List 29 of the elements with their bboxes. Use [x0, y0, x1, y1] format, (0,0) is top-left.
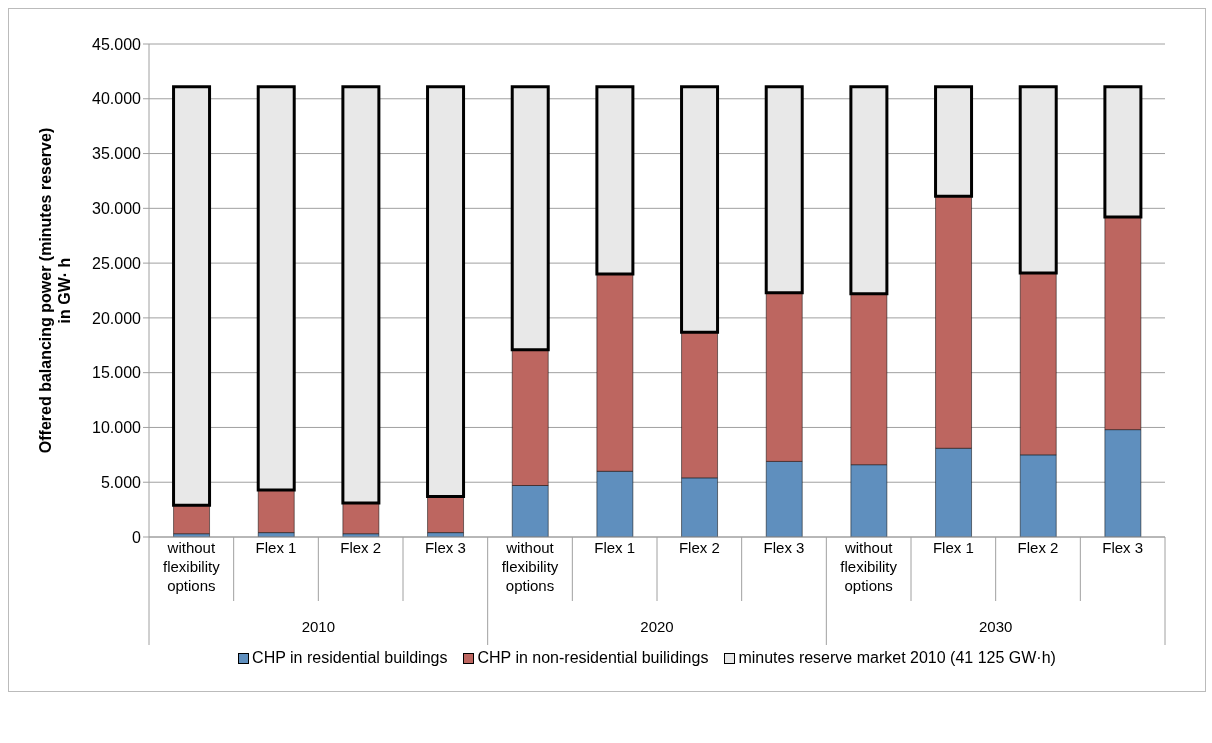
- x-tick-label: Flex 3: [424, 539, 466, 556]
- y-tick-label: 0: [132, 528, 142, 546]
- y-tick-label: 30.000: [92, 200, 142, 218]
- text: 2010: [301, 618, 336, 635]
- x-tick-label: Flex 1: [932, 539, 974, 556]
- x-tick-label: Flex 3: [763, 539, 805, 556]
- x-tick-label: Flex 1: [594, 539, 636, 556]
- x-tick-label: Flex 3: [1102, 539, 1144, 556]
- legend-label: CHP in non-residential builidings: [477, 649, 709, 667]
- x-tick-label: without flexibility options: [162, 539, 221, 594]
- y-tick-label: 35.000: [92, 145, 142, 163]
- x-tick-label: Flex 2: [340, 539, 382, 556]
- y-tick-label: 5.000: [100, 473, 142, 491]
- y-tick-label: 45.000: [92, 35, 142, 53]
- x-tick-label: Flex 2: [678, 539, 720, 556]
- y-tick-label: 40.000: [92, 90, 142, 108]
- x-tick-label: without flexibility options: [840, 539, 898, 594]
- y-tick-label: 10.000: [92, 419, 142, 437]
- y-tick-label: 15.000: [92, 364, 142, 382]
- text: 2020: [640, 618, 674, 635]
- text: 2030: [978, 618, 1013, 635]
- legend-label: minutes reserve market 2010 (41 125 GW·h): [738, 649, 1056, 667]
- x-tick-label: Flex 1: [255, 539, 297, 556]
- x-tick-label: without flexibility options: [501, 539, 559, 594]
- y-tick-label: 20.000: [92, 309, 142, 327]
- x-tick-label: Flex 2: [1017, 539, 1059, 556]
- y-axis-title: Offered balancing power (minutes reserve) in GW· h: [37, 127, 73, 454]
- legend-label: CHP in residential buildings: [252, 649, 448, 667]
- y-tick-label: 25.000: [92, 254, 142, 272]
